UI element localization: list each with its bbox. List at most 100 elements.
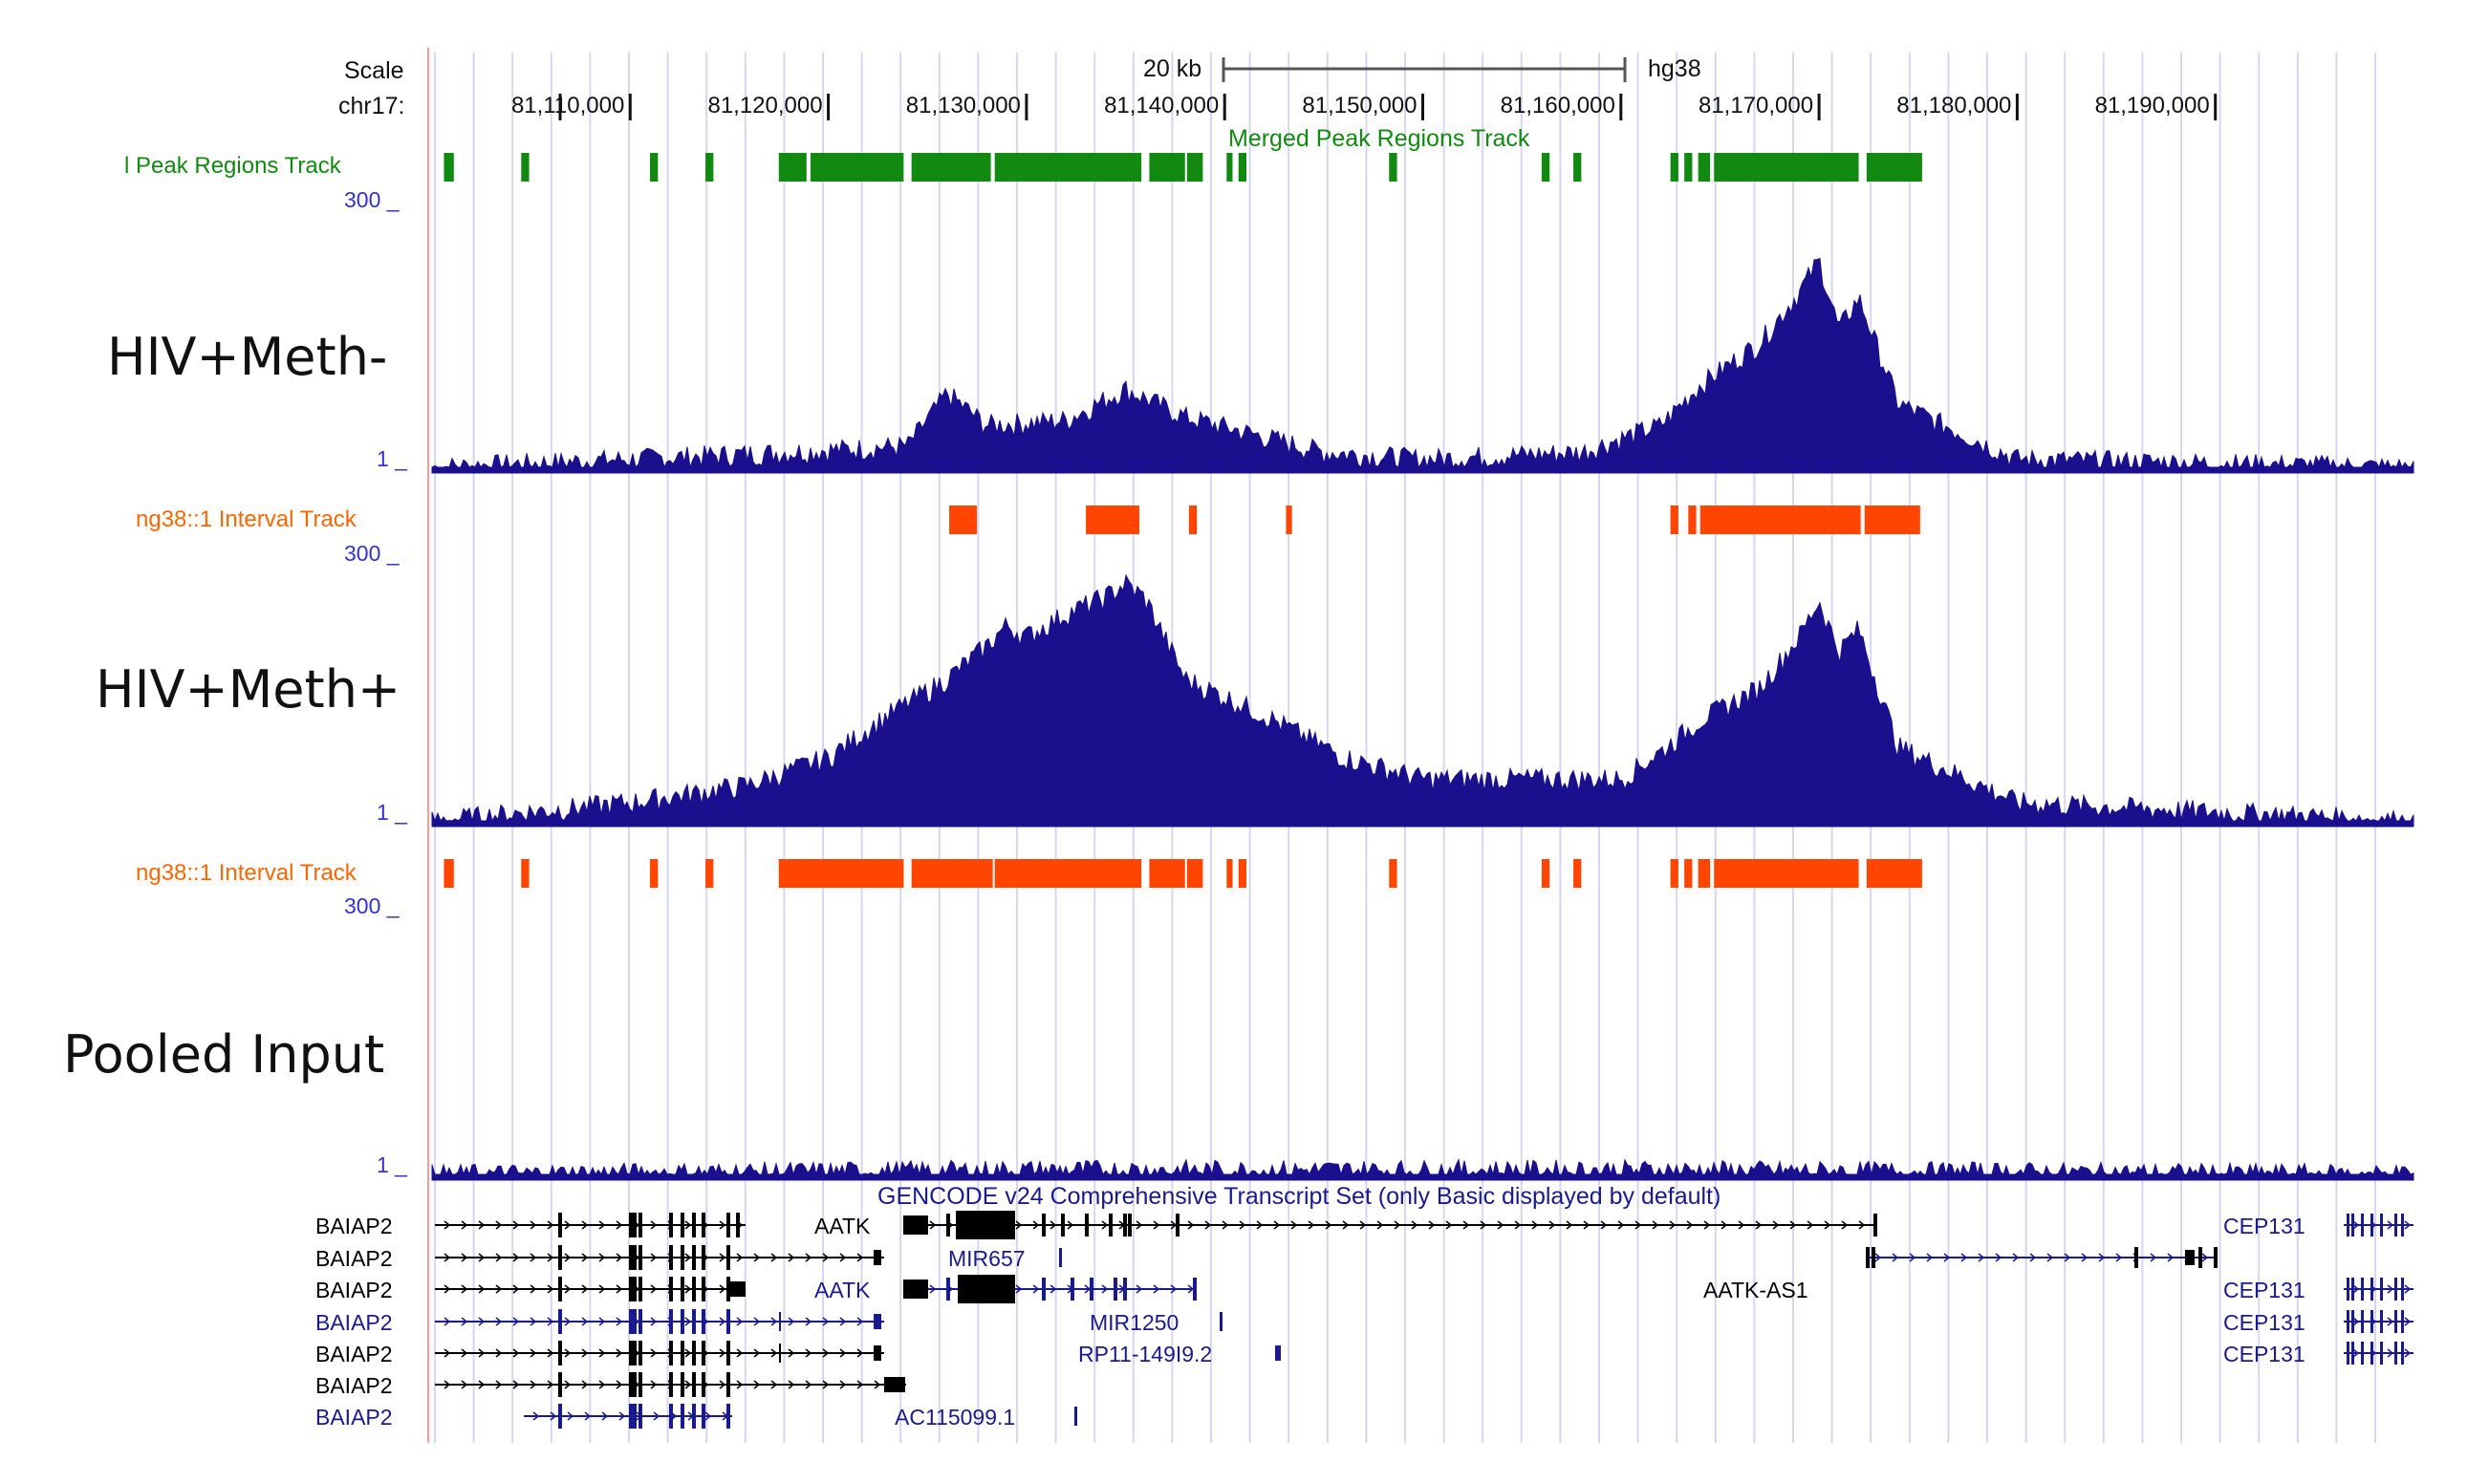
exon bbox=[874, 1314, 881, 1329]
aatk-transcript-arrow bbox=[1136, 1220, 1143, 1230]
baiap2-transcript-arrow bbox=[495, 1317, 503, 1326]
aatk-transcript-arrow bbox=[1600, 1220, 1608, 1230]
baiap2-transcript-arrow bbox=[822, 1317, 830, 1326]
exon bbox=[2370, 1310, 2373, 1333]
aatk-transcript-arrow bbox=[1136, 1284, 1143, 1294]
aatk-as1-transcript-arrow bbox=[2098, 1253, 2106, 1262]
baiap2-transcript-arrow bbox=[512, 1220, 520, 1230]
baiap2-transcript-arrow bbox=[650, 1317, 658, 1326]
cep131-transcript-arrow bbox=[2404, 1220, 2412, 1230]
exon bbox=[638, 1404, 642, 1429]
exon bbox=[726, 1404, 730, 1429]
cep131-transcript-arrow bbox=[2352, 1284, 2360, 1294]
exon bbox=[669, 1404, 673, 1429]
baiap2-transcript-arrow bbox=[770, 1253, 778, 1262]
baiap2-transcript-arrow bbox=[839, 1253, 847, 1262]
exon bbox=[681, 1404, 684, 1429]
baiap2-transcript-arrow bbox=[461, 1253, 468, 1262]
position-label: 81,110,000 bbox=[510, 93, 625, 118]
exon bbox=[1176, 1214, 1180, 1237]
gene-label-rp11: RP11-149I9.2 bbox=[1078, 1342, 1213, 1366]
signal-area-3 bbox=[431, 1158, 2414, 1181]
baiap2-transcript-arrow bbox=[461, 1284, 468, 1294]
exon bbox=[2198, 1247, 2202, 1268]
aatk-transcript-arrow bbox=[1755, 1220, 1763, 1230]
baiap2-transcript-arrow bbox=[650, 1348, 658, 1358]
exon bbox=[946, 1278, 950, 1301]
interval-track-label-2: ng38::1 Interval Track bbox=[136, 860, 357, 886]
gene-label-mir657: MIR657 bbox=[948, 1246, 1026, 1271]
position-label: 81,170,000 bbox=[1698, 93, 1814, 118]
signal-area-1 bbox=[431, 257, 2414, 474]
exon bbox=[681, 1309, 684, 1334]
exon bbox=[2361, 1214, 2364, 1237]
position-label: 81,180,000 bbox=[1896, 93, 2012, 118]
exon bbox=[2351, 1278, 2354, 1301]
interval-peak-block bbox=[1688, 505, 1697, 534]
baiap2-transcript-arrow bbox=[564, 1220, 572, 1230]
exon bbox=[558, 1309, 562, 1334]
exon bbox=[638, 1372, 642, 1397]
aatk-transcript-arrow bbox=[1531, 1220, 1539, 1230]
merged-peak-block bbox=[1866, 153, 1922, 182]
baiap2-transcript-arrow bbox=[719, 1253, 726, 1262]
baiap2-transcript-arrow bbox=[444, 1380, 451, 1389]
baiap2-transcript-arrow bbox=[581, 1253, 589, 1262]
gencode-title: GENCODE v24 Comprehensive Transcript Set… bbox=[877, 1183, 1721, 1210]
exon bbox=[629, 1277, 633, 1301]
exon bbox=[1872, 1247, 1875, 1268]
aatk-transcript-arrow bbox=[1015, 1220, 1023, 1230]
baiap2-transcript-arrow bbox=[550, 1411, 557, 1421]
exon bbox=[2347, 1310, 2349, 1333]
merged-peak-center-label: Merged Peak Regions Track bbox=[1228, 125, 1530, 152]
baiap2-transcript-arrow bbox=[616, 1220, 623, 1230]
exon bbox=[874, 1345, 881, 1361]
baiap2-transcript-arrow bbox=[564, 1253, 572, 1262]
exon bbox=[1866, 1247, 1870, 1268]
position-label: 81,190,000 bbox=[2094, 93, 2210, 118]
baiap2-transcript-arrow bbox=[444, 1317, 451, 1326]
baiap2-transcript-arrow bbox=[581, 1317, 589, 1326]
baiap2-transcript-arrow bbox=[547, 1284, 554, 1294]
baiap2-transcript-arrow bbox=[598, 1317, 606, 1326]
exon bbox=[702, 1277, 705, 1301]
gene-label-cep131-4: CEP131 bbox=[2223, 1342, 2305, 1366]
interval-peak-block bbox=[1389, 859, 1397, 888]
gene-label-cep131-1: CEP131 bbox=[2223, 1214, 2305, 1238]
gene-label-baiap2-7: BAIAP2 bbox=[315, 1405, 393, 1430]
exon bbox=[558, 1245, 562, 1270]
aatk-as1-transcript-arrow bbox=[2046, 1253, 2054, 1262]
aatk-transcript-arrow bbox=[1411, 1220, 1418, 1230]
exon bbox=[702, 1309, 705, 1334]
aatk-transcript-arrow bbox=[1703, 1220, 1711, 1230]
exon bbox=[633, 1213, 637, 1237]
exon bbox=[669, 1213, 673, 1237]
position-label: 81,140,000 bbox=[1104, 93, 1220, 118]
aatk-transcript-arrow bbox=[1050, 1284, 1057, 1294]
merged-peak-block bbox=[1714, 153, 1859, 182]
aatk-transcript-arrow bbox=[1032, 1284, 1040, 1294]
exon bbox=[726, 1341, 730, 1366]
baiap2-transcript-arrow bbox=[650, 1253, 658, 1262]
baiap2-transcript-arrow bbox=[444, 1253, 451, 1262]
exon bbox=[692, 1213, 696, 1237]
cep131-transcript-arrow bbox=[2387, 1284, 2394, 1294]
exon bbox=[633, 1341, 637, 1366]
aatk-as1-transcript-arrow bbox=[2012, 1253, 2020, 1262]
baiap2-transcript-arrow bbox=[770, 1380, 778, 1389]
exon bbox=[2347, 1342, 2349, 1365]
baiap2-transcript-arrow bbox=[684, 1253, 692, 1262]
exon bbox=[702, 1341, 705, 1366]
aatk-transcript-arrow bbox=[1445, 1220, 1453, 1230]
cep131-transcript-arrow bbox=[2352, 1348, 2360, 1358]
baiap2-transcript-arrow bbox=[616, 1348, 623, 1358]
gene-label-baiap2-4: BAIAP2 bbox=[315, 1310, 393, 1335]
baiap2-transcript-arrow bbox=[512, 1284, 520, 1294]
exon bbox=[1042, 1278, 1046, 1301]
exon bbox=[2134, 1247, 2138, 1268]
exon bbox=[1109, 1214, 1113, 1237]
exon bbox=[2370, 1342, 2373, 1365]
exon bbox=[633, 1245, 637, 1270]
interval-peak-block bbox=[1684, 859, 1693, 888]
vertical-grid-lines bbox=[434, 53, 2376, 1443]
